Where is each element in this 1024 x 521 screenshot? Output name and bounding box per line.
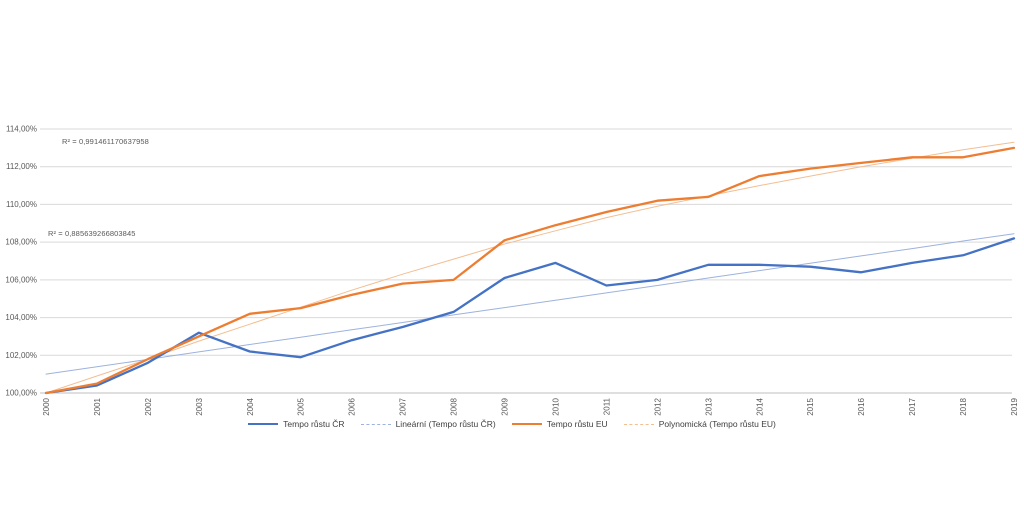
y-axis-tick-label: 108,00% <box>5 238 37 247</box>
x-axis-tick-label-2018: 2018 <box>959 397 968 415</box>
legend-label: Tempo růstu ČR <box>283 419 345 429</box>
y-axis-tick-label: 102,00% <box>5 351 37 360</box>
legend-swatch-dashed-light-blue <box>360 423 391 425</box>
legend-swatch-line-blue <box>248 423 279 425</box>
legend-label: Lineární (Tempo růstu ČR) <box>395 419 496 429</box>
r-squared-annotation-cr: R² = 0,885639266803845 <box>48 229 136 238</box>
x-axis-tick-label-2011: 2011 <box>602 397 611 415</box>
y-axis-tick-label: 110,00% <box>6 200 37 209</box>
x-axis-tick-label-2016: 2016 <box>857 397 866 415</box>
x-axis-tick-label-2017: 2017 <box>908 397 917 415</box>
series-line-cr[interactable] <box>44 237 1016 395</box>
x-axis-tick-label-2008: 2008 <box>450 397 459 415</box>
series-line-eu[interactable] <box>44 146 1016 395</box>
series-line-linear-trend-cr[interactable] <box>45 233 1015 375</box>
x-axis-tick-label-2002: 2002 <box>144 397 153 415</box>
y-axis-tick-label: 100,00% <box>5 389 37 398</box>
x-axis-tick-label-2019: 2019 <box>1010 397 1019 415</box>
x-axis-tick-label-2005: 2005 <box>297 397 306 415</box>
x-axis-tick-label-2012: 2012 <box>653 397 662 415</box>
x-axis-tick-label-2000: 2000 <box>42 397 51 415</box>
x-axis-tick-label-2010: 2010 <box>551 397 560 415</box>
r-squared-annotation-eu: R² = 0,991461170637958 <box>62 137 149 146</box>
x-axis-tick-label-2014: 2014 <box>755 397 764 415</box>
legend-item-linearni-cr[interactable]: Lineární (Tempo růstu ČR) <box>360 419 496 429</box>
series-line-poly-trend-eu[interactable] <box>45 141 1015 394</box>
y-axis-tick-label: 112,00% <box>6 162 37 171</box>
legend-item-tempo-rustu-eu[interactable]: Tempo růstu EU <box>511 419 608 429</box>
legend-item-tempo-rustu-cr[interactable]: Tempo růstu ČR <box>248 419 345 429</box>
legend-swatch-line-orange <box>511 423 542 425</box>
x-axis-tick-label-2015: 2015 <box>806 397 815 415</box>
y-axis-tick-label: 114,00% <box>6 125 37 134</box>
legend-label: Tempo růstu EU <box>546 419 608 429</box>
x-axis-tick-label-2001: 2001 <box>93 397 102 415</box>
legend-swatch-dashed-light-orange <box>623 423 654 425</box>
legend-item-polynomicka-eu[interactable]: Polynomická (Tempo růstu EU) <box>623 419 776 429</box>
x-axis-tick-label-2007: 2007 <box>399 397 408 415</box>
x-axis-tick-label-2003: 2003 <box>195 397 204 415</box>
x-axis-tick-label-2006: 2006 <box>348 397 357 415</box>
y-axis-tick-label: 106,00% <box>5 275 37 284</box>
chart-legend: Tempo růstu ČR Lineární (Tempo růstu ČR)… <box>0 419 1024 429</box>
x-axis-tick-label-2004: 2004 <box>246 397 255 415</box>
x-axis-tick-label-2013: 2013 <box>704 397 713 415</box>
legend-label: Polynomická (Tempo růstu EU) <box>658 419 776 429</box>
x-axis-tick-label-2009: 2009 <box>501 397 510 415</box>
y-axis-tick-label: 104,00% <box>5 313 37 322</box>
